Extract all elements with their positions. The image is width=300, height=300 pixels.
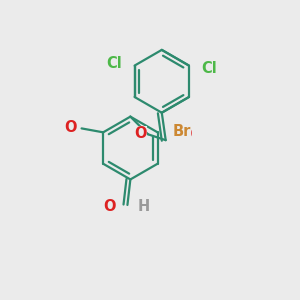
Text: Cl: Cl [202,61,218,76]
Text: O: O [179,127,192,142]
Text: O: O [134,126,146,141]
Text: Cl: Cl [106,56,122,71]
Text: O: O [64,120,77,135]
Text: Br: Br [172,124,191,139]
Text: H: H [137,200,149,214]
Text: O: O [103,200,116,214]
